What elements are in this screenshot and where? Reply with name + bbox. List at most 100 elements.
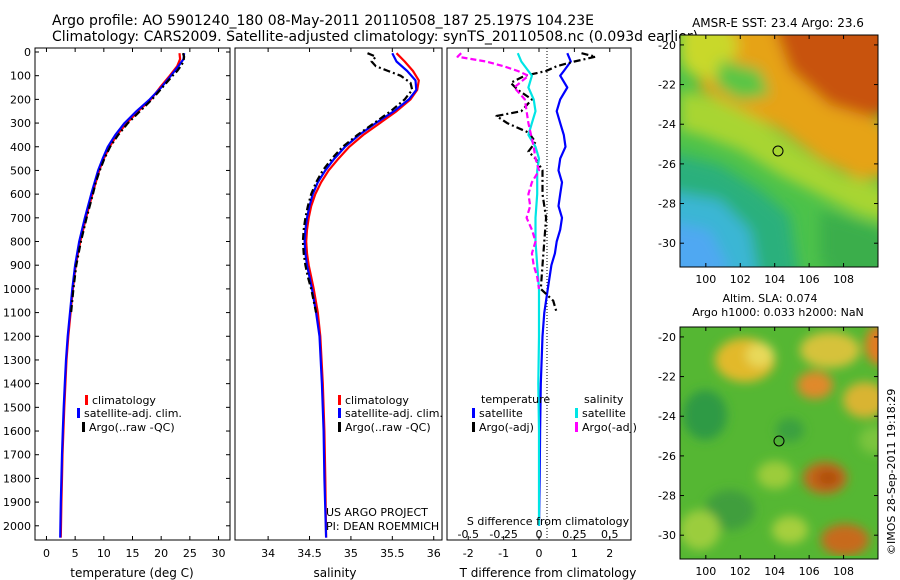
series-line-2: [516, 52, 541, 526]
x-tick-label: 36: [427, 547, 441, 560]
map-y-tick-label: -24: [658, 410, 676, 423]
s-diff-tick-label: 0.5: [601, 528, 619, 541]
sst-map-title: AMSR-E SST: 23.4 Argo: 23.6: [692, 16, 864, 30]
depth-tick-label: 1900: [3, 496, 31, 509]
x-tick-label: 25: [183, 547, 197, 560]
legend-swatch-satellite: [77, 408, 80, 418]
t-diff-xlabel: T difference from climatology: [459, 566, 637, 580]
legend-label-t-argo: Argo(-adj): [479, 421, 534, 434]
series-line-2: [70, 52, 186, 313]
x-tick-label: 20: [154, 547, 168, 560]
x-tick-label: 2: [606, 547, 613, 560]
series-line-1: [495, 52, 597, 313]
legend-swatch-s-satellite: [575, 408, 578, 418]
sla-heatmap-field: [680, 327, 878, 559]
x-tick-label: -1: [498, 547, 509, 560]
depth-tick-label: 800: [10, 236, 31, 249]
map-x-tick-label: 106: [799, 273, 820, 286]
legend-label-s-satellite: satellite: [582, 407, 626, 420]
x-tick-label: 1: [571, 547, 578, 560]
legend-label-s-argo: Argo(-adj): [582, 421, 637, 434]
depth-tick-label: 1600: [3, 425, 31, 438]
imos-credit: ©IMOS 28-Sep-2011 19:18:29: [885, 389, 898, 555]
map-x-tick-label: 108: [833, 565, 854, 578]
temperature-xlabel: temperature (deg C): [70, 566, 193, 580]
depth-tick-label: 1800: [3, 472, 31, 485]
map-y-tick-label: -22: [658, 79, 676, 92]
map-x-tick-label: 108: [833, 273, 854, 286]
depth-tick-label: 1300: [3, 354, 31, 367]
depth-tick-label: 600: [10, 188, 31, 201]
header-line-1: Argo profile: AO 5901240_180 08-May-2011…: [52, 13, 594, 29]
map-x-tick-label: 104: [764, 273, 785, 286]
legend-title-temperature: temperature: [481, 393, 550, 406]
sla-map-panel: Altim. SLA: 0.074 Argo h1000: 0.033 h200…: [658, 292, 879, 578]
map-y-tick-label: -26: [658, 450, 676, 463]
depth-tick-label: 200: [10, 93, 31, 106]
map-y-tick-label: -24: [658, 118, 676, 131]
series-line-2: [301, 52, 414, 313]
sla-map-title-1: Altim. SLA: 0.074: [722, 292, 817, 305]
depth-tick-label: 300: [10, 117, 31, 130]
x-tick-label: 10: [97, 547, 111, 560]
map-x-tick-label: 100: [695, 273, 716, 286]
legend-label-satellite-adj: satellite-adj. clim.: [345, 407, 443, 420]
map-y-tick-label: -28: [658, 198, 676, 211]
depth-tick-label: 1100: [3, 307, 31, 320]
x-tick-label: 0: [43, 547, 50, 560]
depth-tick-label: 1500: [3, 401, 31, 414]
legend-swatch-argo: [338, 422, 341, 432]
map-y-tick-label: -30: [658, 237, 676, 250]
depth-tick-label: 900: [10, 259, 31, 272]
salinity-legend: climatology satellite-adj. clim. Argo(..…: [338, 394, 443, 434]
sst-map-frame: [679, 34, 879, 268]
map-x-tick-label: 102: [730, 565, 751, 578]
s-diff-tick-label: 0.25: [562, 528, 587, 541]
header-line-2: Climatology: CARS2009. Satellite-adjuste…: [52, 29, 699, 45]
series-line-3: [456, 52, 541, 290]
x-tick-label: 34: [261, 547, 275, 560]
legend-swatch-t-satellite: [472, 408, 475, 418]
s-diff-tick-label: -0.5: [457, 528, 478, 541]
legend-label-satellite-adj: satellite-adj. clim.: [84, 407, 182, 420]
x-tick-label: 34.5: [297, 547, 322, 560]
salinity-panel: 34 34.5 35 35.5 36 salinity climatology sate…: [234, 47, 443, 580]
map-y-tick-label: -20: [658, 39, 676, 52]
legend-label-argo: Argo(..raw -QC): [345, 421, 431, 434]
temperature-legend: climatology satellite-adj. clim. Argo(..…: [77, 394, 182, 434]
depth-tick-label: 700: [10, 212, 31, 225]
sla-map-frame: [679, 326, 879, 560]
x-tick-label: 35: [344, 547, 358, 560]
legend-swatch-s-argo: [575, 422, 578, 432]
sla-map-title-2: Argo h1000: 0.033 h2000: NaN: [692, 306, 864, 319]
depth-tick-label: 1700: [3, 449, 31, 462]
series-line-1: [59, 53, 186, 538]
sla-argo-marker: [773, 435, 785, 447]
difference-legend: temperature salinity satellite Argo(-adj…: [472, 393, 637, 434]
legend-swatch-climatology: [338, 395, 341, 405]
depth-tick-label: 1000: [3, 283, 31, 296]
map-x-tick-label: 106: [799, 565, 820, 578]
legend-swatch-argo: [82, 422, 85, 432]
s-diff-tick-label: -0.25: [489, 528, 517, 541]
map-y-tick-label: -20: [658, 331, 676, 344]
sst-heatmap-field: [680, 35, 878, 267]
legend-label-argo: Argo(..raw -QC): [89, 421, 175, 434]
temperature-axes-frame: [34, 47, 231, 541]
salinity-axes-frame: [234, 47, 443, 541]
legend-title-salinity: salinity: [584, 393, 624, 406]
legend-swatch-satellite: [338, 408, 341, 418]
legend-swatch-t-argo: [472, 422, 475, 432]
x-tick-label: 5: [72, 547, 79, 560]
legend-label-climatology: climatology: [92, 394, 156, 407]
depth-tick-label: 1400: [3, 378, 31, 391]
temperature-panel: 0100200300400500600700800900100011001200…: [3, 46, 631, 580]
map-x-tick-label: 102: [730, 273, 751, 286]
legend-label-climatology: climatology: [345, 394, 409, 407]
depth-tick-label: 100: [10, 70, 31, 83]
legend-swatch-climatology: [85, 395, 88, 405]
x-tick-label: 35.5: [380, 547, 405, 560]
depth-tick-label: 1200: [3, 330, 31, 343]
depth-tick-label: 500: [10, 164, 31, 177]
